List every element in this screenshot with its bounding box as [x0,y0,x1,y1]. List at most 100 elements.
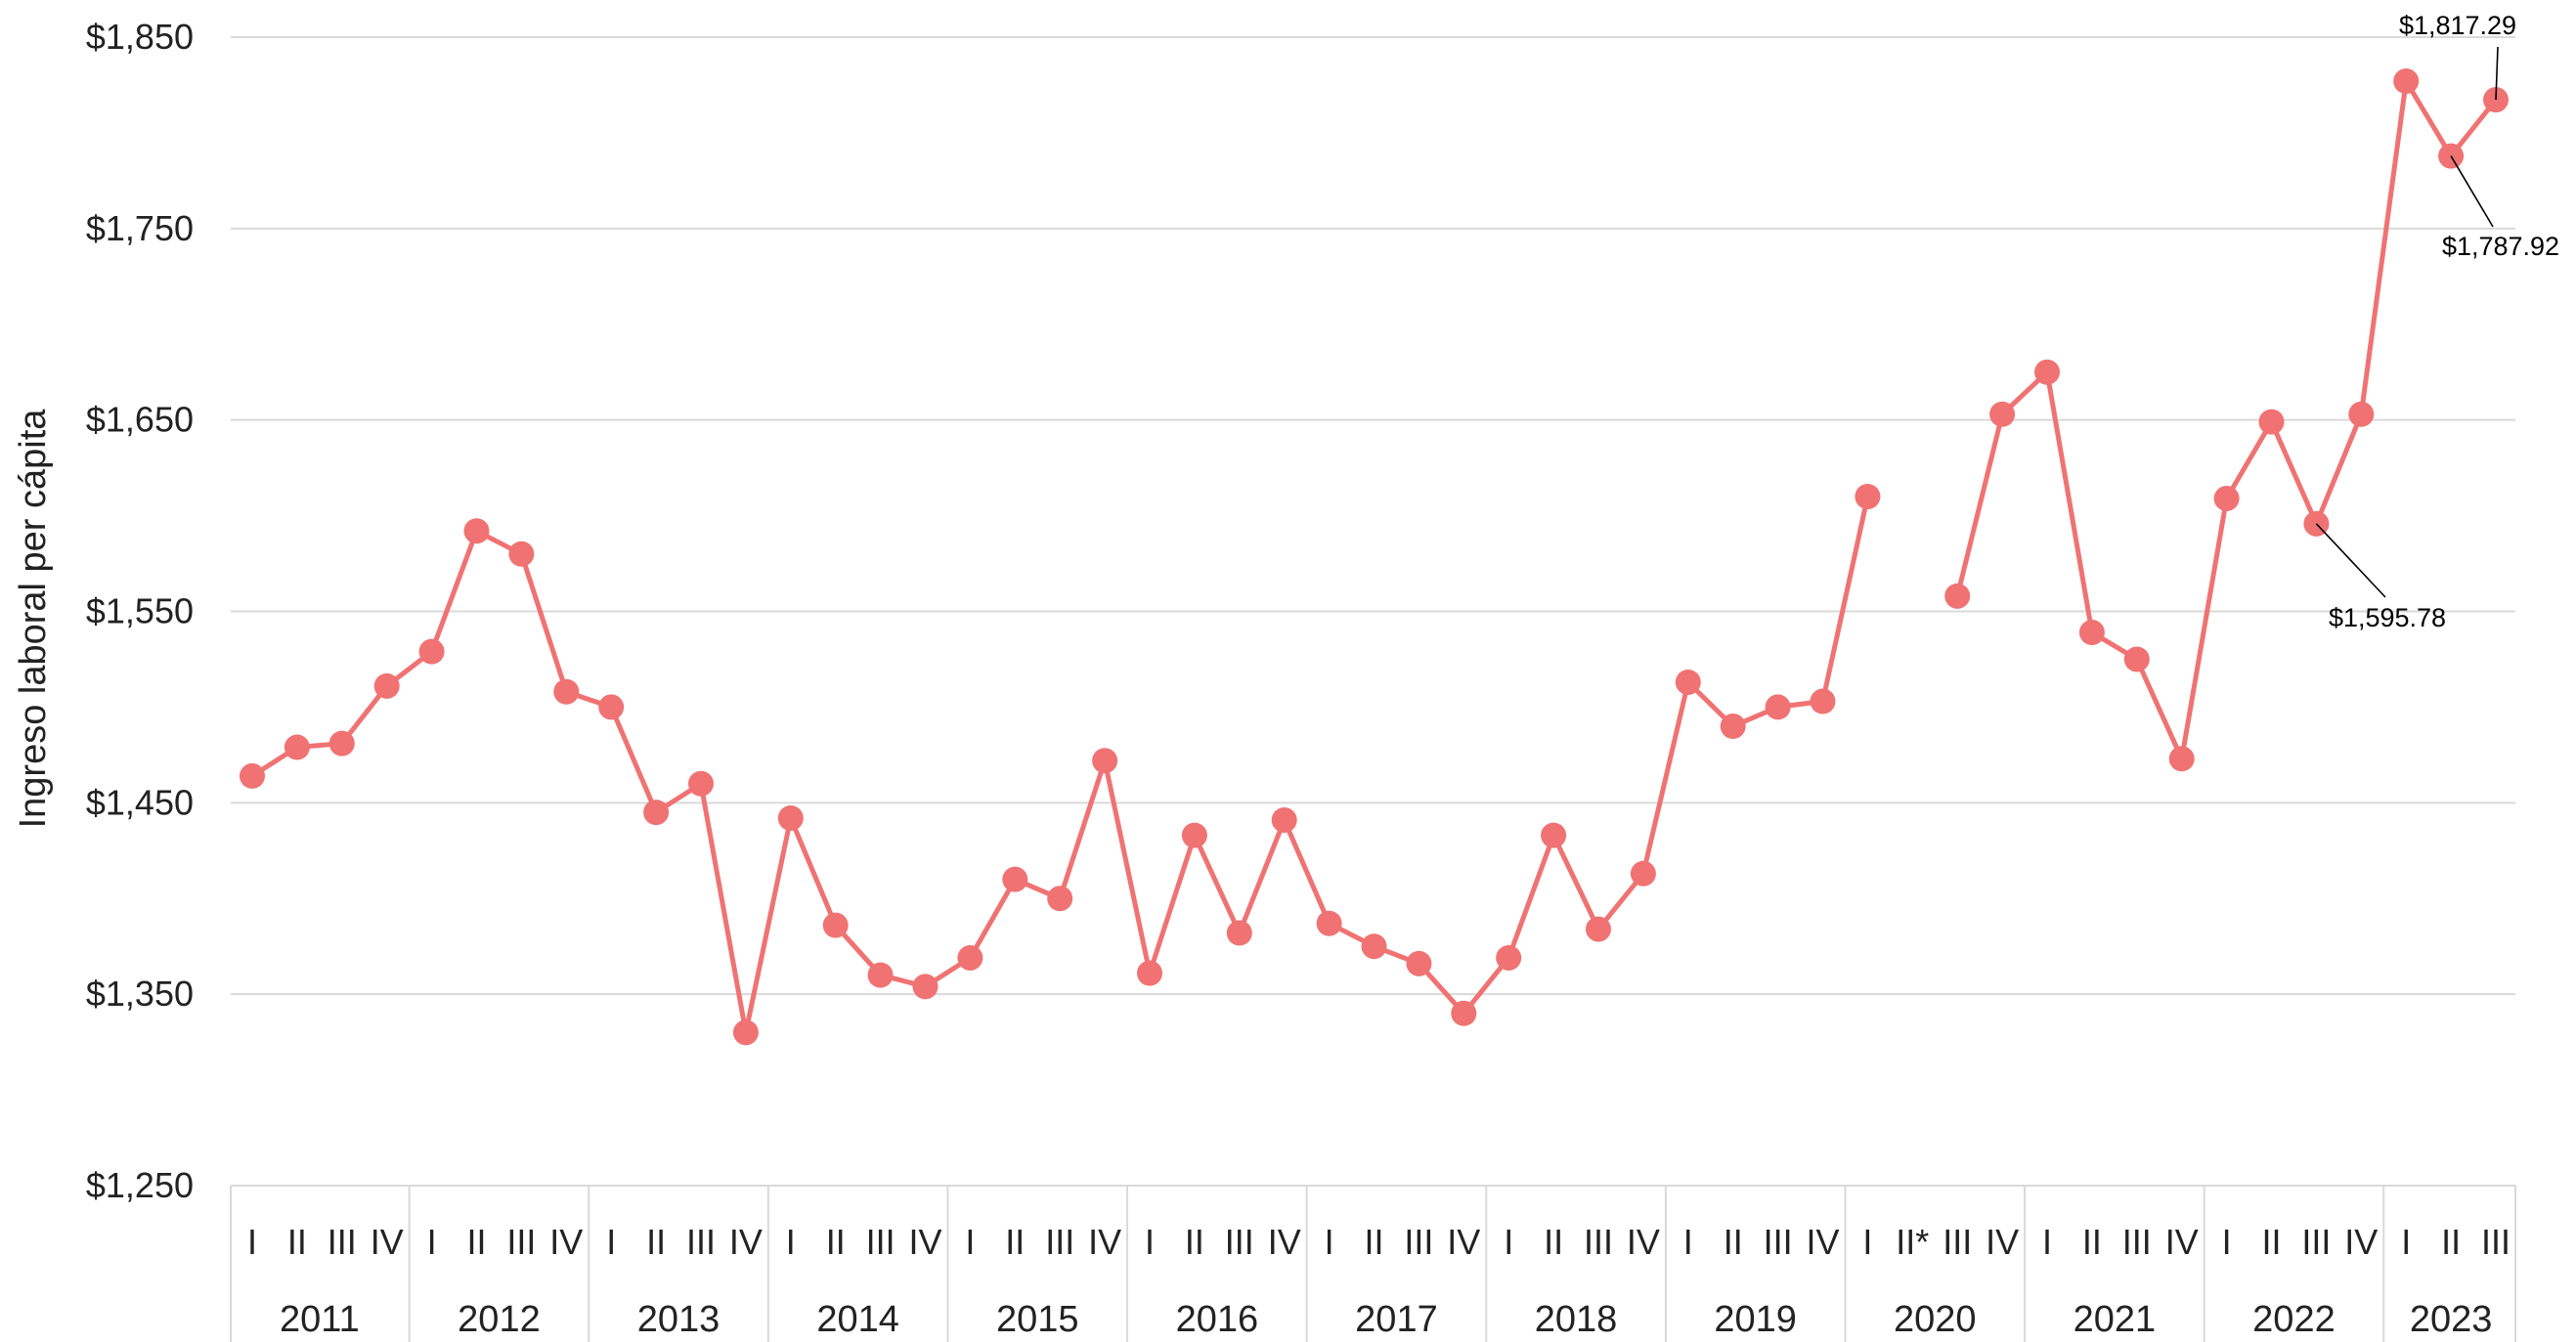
x-tick-quarter-label: IV [2344,1222,2378,1262]
data-point [1810,688,1836,714]
x-tick-quarter-label: III [506,1222,536,1262]
x-tick-quarter-label: II [826,1222,846,1262]
x-tick-year-label: 2020 [1894,1299,1977,1340]
data-point [1271,806,1297,833]
series-line-segment [250,496,1870,1035]
x-tick-quarter-label: II [1724,1222,1743,1262]
x-tick-year-label: 2023 [2410,1299,2493,1340]
x-tick-year-label: 2019 [1714,1299,1797,1340]
data-point [2168,746,2195,772]
data-point [1989,401,2016,427]
x-tick-year-label: 2017 [1355,1299,1438,1340]
x-tick-quarter-label: IV [1447,1222,1480,1262]
x-tick-quarter-label: II [1364,1222,1383,1262]
data-point [1181,822,1207,848]
data-point [1361,933,1387,960]
data-point [373,672,400,699]
x-tick-quarter-label: IV [729,1222,763,1262]
x-tick-quarter-label: IV [371,1222,404,1262]
x-tick-quarter-label: II [1185,1222,1204,1262]
y-tick-label: $1,450 [86,782,194,822]
y-tick-label: $1,350 [86,974,194,1014]
data-point [1002,866,1028,892]
data-point [1944,583,1971,609]
data-point [867,962,894,988]
x-tick-quarter-label: I [2042,1222,2052,1262]
x-tick-quarter-label: IV [549,1222,583,1262]
data-point [688,770,714,797]
data-point [2213,485,2240,511]
data-point [1406,950,1432,976]
x-tick-quarter-label: III [1764,1222,1793,1262]
x-tick-quarter-label: II [1544,1222,1563,1262]
data-point [240,762,265,789]
x-tick-quarter-label: III [1045,1222,1074,1262]
x-tick-quarter-label: I [2401,1222,2411,1262]
data-point [1092,748,1118,774]
x-tick-quarter-label: I [1862,1222,1872,1262]
data-point [1137,960,1162,986]
x-tick-quarter-label: II [2441,1222,2461,1262]
x-tick-quarter-label: IV [908,1222,941,1262]
y-tick-label: $1,650 [86,400,194,440]
data-point [1720,714,1746,739]
x-tick-quarter-label: II [1005,1222,1025,1262]
data-label: $1,817.29 [2399,11,2516,40]
x-tick-quarter-label: I [1145,1222,1155,1262]
y-axis-tick-labels: $1,250 $1,350 $1,450 $1,550 $1,650 $1,750 $1,8… [86,17,194,1205]
x-tick-year-label: 2021 [2074,1299,2157,1340]
data-point [418,638,445,665]
data-point [957,944,983,971]
x-tick-quarter-label: II [646,1222,666,1262]
x-tick-quarter-label: I [1504,1222,1513,1262]
x-tick-quarter-label: II [466,1222,486,1262]
annotations: $1,817.29 $1,787.92 $1,595.78 [2315,11,2559,632]
x-tick-quarter-label: IV [1088,1222,1121,1262]
y-tick-label: $1,250 [86,1165,194,1205]
data-point [508,541,535,567]
x-tick-quarter-label: III [327,1222,357,1262]
data-point [598,694,625,720]
data-label: $1,787.92 [2442,232,2559,261]
data-point [1675,669,1701,695]
data-point [1765,694,1791,720]
y-tick-label: $1,850 [86,17,194,57]
data-point [1855,484,1881,509]
x-tick-quarter-label: I [1683,1222,1693,1262]
x-tick-quarter-label: I [965,1222,975,1262]
data-point [1226,920,1252,946]
annotation-leader-line [2495,46,2499,101]
series-line [250,78,2498,1035]
data-point [2393,68,2420,95]
data-point [2123,646,2150,672]
x-tick-quarter-label: III [866,1222,895,1262]
x-tick-quarter-label: III [2481,1222,2511,1262]
data-point [643,800,670,826]
x-tick-quarter-label: III [1943,1222,1972,1262]
data-point [2034,359,2060,385]
data-label: $1,595.78 [2329,603,2446,632]
x-tick-quarter-label: I [427,1222,437,1262]
annotation-leader-line [2450,155,2494,228]
x-tick-quarter-label: I [247,1222,257,1262]
data-point [328,730,355,757]
x-tick-quarter-label: II* [1896,1222,1929,1262]
data-point [2258,409,2285,435]
data-point [777,805,804,831]
data-point [2078,620,2105,646]
y-tick-label: $1,550 [86,591,194,631]
data-point [732,1019,759,1046]
x-tick-quarter-label: III [2301,1222,2331,1262]
data-point [822,912,849,938]
x-tick-year-label: 2022 [2252,1299,2336,1340]
gridlines [231,36,2515,1187]
x-tick-quarter-label: IV [1627,1222,1660,1262]
data-point [1451,1000,1477,1026]
x-tick-year-label: 2015 [996,1299,1079,1340]
x-tick-quarter-label: IV [2165,1222,2199,1262]
x-tick-year-label: 2018 [1535,1299,1618,1340]
x-tick-year-label: 2016 [1176,1299,1259,1340]
data-point [912,974,939,1000]
